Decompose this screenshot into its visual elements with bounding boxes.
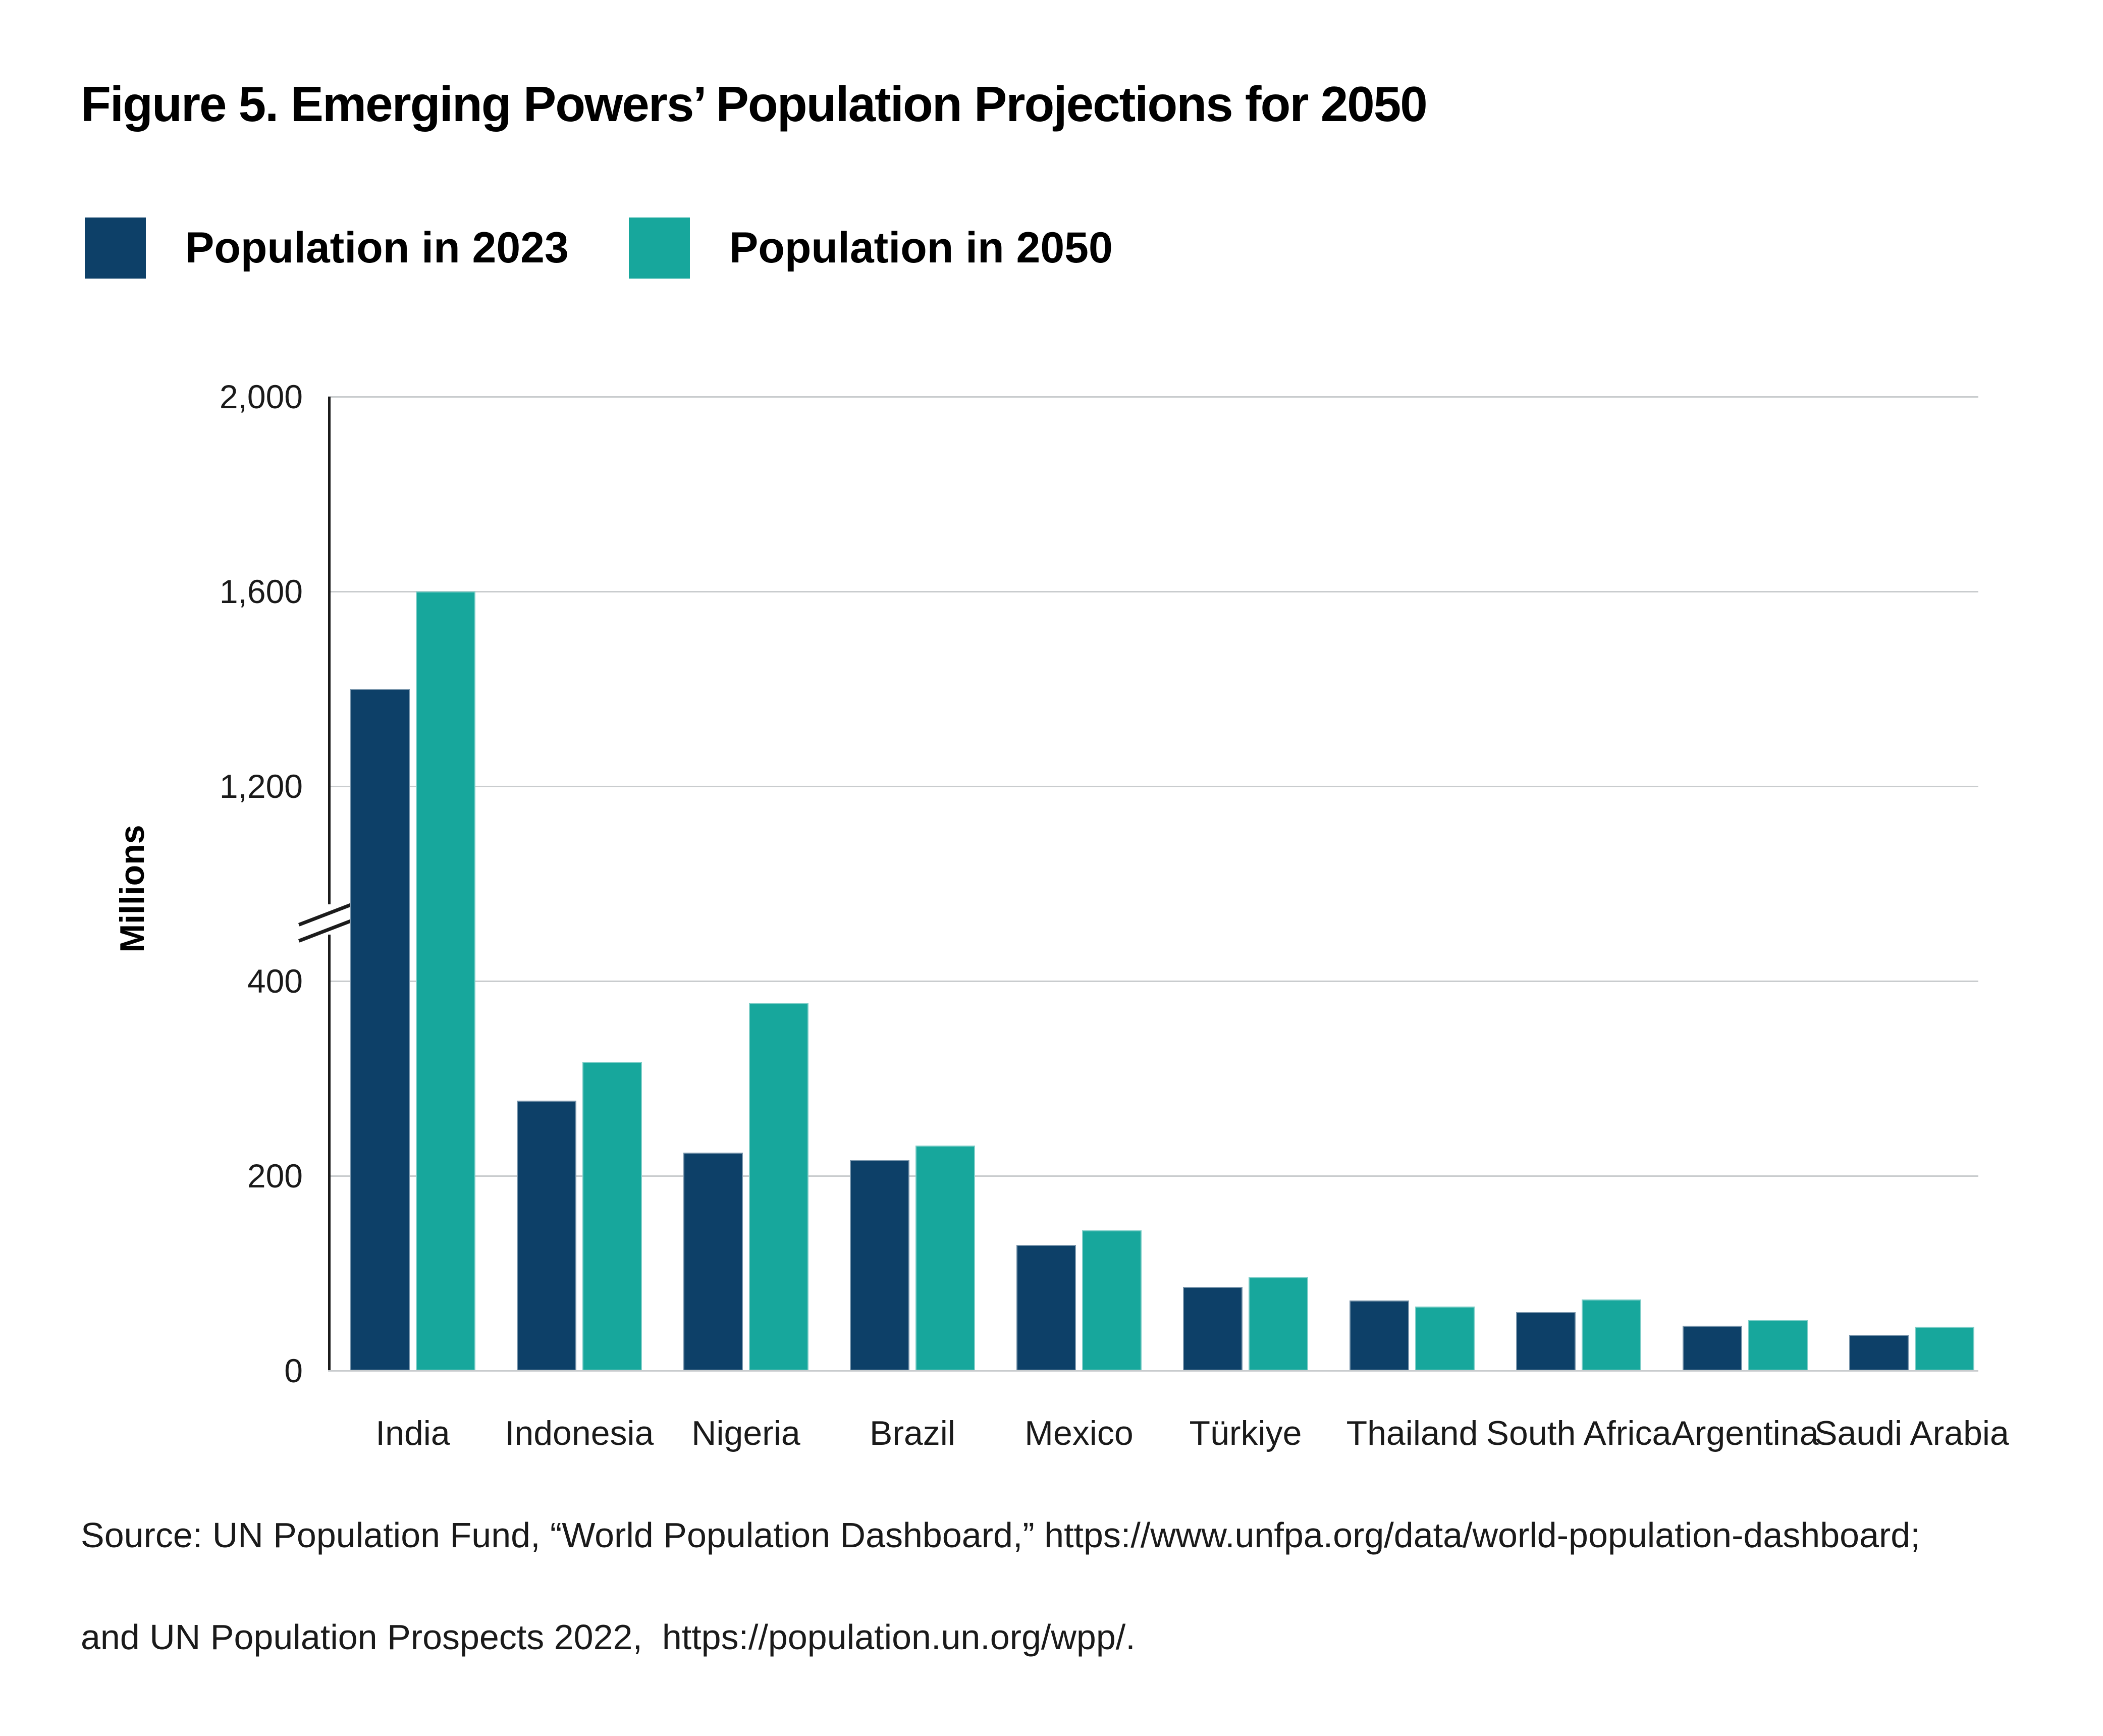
gridline-400 [328,981,1978,982]
gridline-1200 [328,786,1978,787]
y-tick-label-200: 200 [247,1157,303,1195]
bar-south-africa-2050 [1582,1299,1641,1371]
x-axis-label-saudi-arabia: Saudi Arabia [1814,1414,2009,1452]
y-tick-label-2000: 2,000 [219,378,303,415]
bar-argentina-2050 [1748,1320,1808,1371]
bar-india-2050 [416,591,475,1371]
y-axis-spine-lower [328,934,331,1371]
x-axis-label-south-africa: South Africa [1486,1414,1671,1452]
y-tick-label-1200: 1,200 [219,768,303,805]
x-axis-label-türkiye: Türkiye [1189,1414,1302,1452]
bar-thailand-2023 [1350,1300,1409,1371]
source-line-2: and UN Population Prospects 2022, https:… [81,1617,1136,1657]
x-axis-label-indonesia: Indonesia [505,1414,654,1452]
legend-swatch-2023 [85,218,146,279]
legend-item-2023: Population in 2023 [85,218,569,279]
x-axis-label-nigeria: Nigeria [691,1414,800,1452]
x-axis-label-thailand: Thailand [1346,1414,1478,1452]
x-axis-label-india: India [375,1414,450,1452]
bar-indonesia-2023 [517,1101,576,1371]
legend-label-2023: Population in 2023 [185,224,569,272]
legend-label-2050: Population in 2050 [729,224,1113,272]
bar-mexico-2023 [1016,1245,1076,1371]
bar-saudi-arabia-2023 [1849,1334,1909,1371]
bar-saudi-arabia-2050 [1915,1327,1974,1371]
gridline-200 [328,1175,1978,1177]
x-axis-label-argentina: Argentina [1671,1414,1819,1452]
axis-break-gap [323,904,336,935]
bar-argentina-2023 [1683,1326,1742,1371]
gridline-2000 [328,396,1978,398]
bar-thailand-2050 [1415,1306,1475,1371]
bar-indonesia-2050 [582,1062,642,1371]
x-axis-label-brazil: Brazil [869,1414,956,1452]
y-axis-spine-upper [328,397,331,905]
bar-south-africa-2023 [1516,1312,1576,1371]
bar-india-2023 [350,689,410,1371]
bar-türkiye-2023 [1183,1287,1243,1371]
x-axis-baseline [328,1370,1978,1372]
gridline-1600 [328,591,1978,592]
y-tick-label-1600: 1,600 [219,573,303,610]
source-note: Source: UN Population Fund, “World Popul… [81,1510,1920,1663]
bar-mexico-2050 [1082,1230,1142,1371]
y-tick-label-0: 0 [284,1352,303,1389]
bar-brazil-2023 [850,1160,909,1371]
legend-item-2050: Population in 2050 [629,218,1113,279]
y-tick-label-400: 400 [247,962,303,1000]
bar-nigeria-2023 [683,1152,743,1371]
bar-nigeria-2050 [749,1003,808,1371]
bar-brazil-2050 [915,1146,975,1371]
x-axis-label-mexico: Mexico [1024,1414,1134,1452]
source-line-1: Source: UN Population Fund, “World Popul… [81,1515,1920,1555]
bar-türkiye-2050 [1249,1277,1308,1371]
figure-title: Figure 5. Emerging Powers’ Population Pr… [81,76,1428,132]
legend-swatch-2050 [629,218,690,279]
